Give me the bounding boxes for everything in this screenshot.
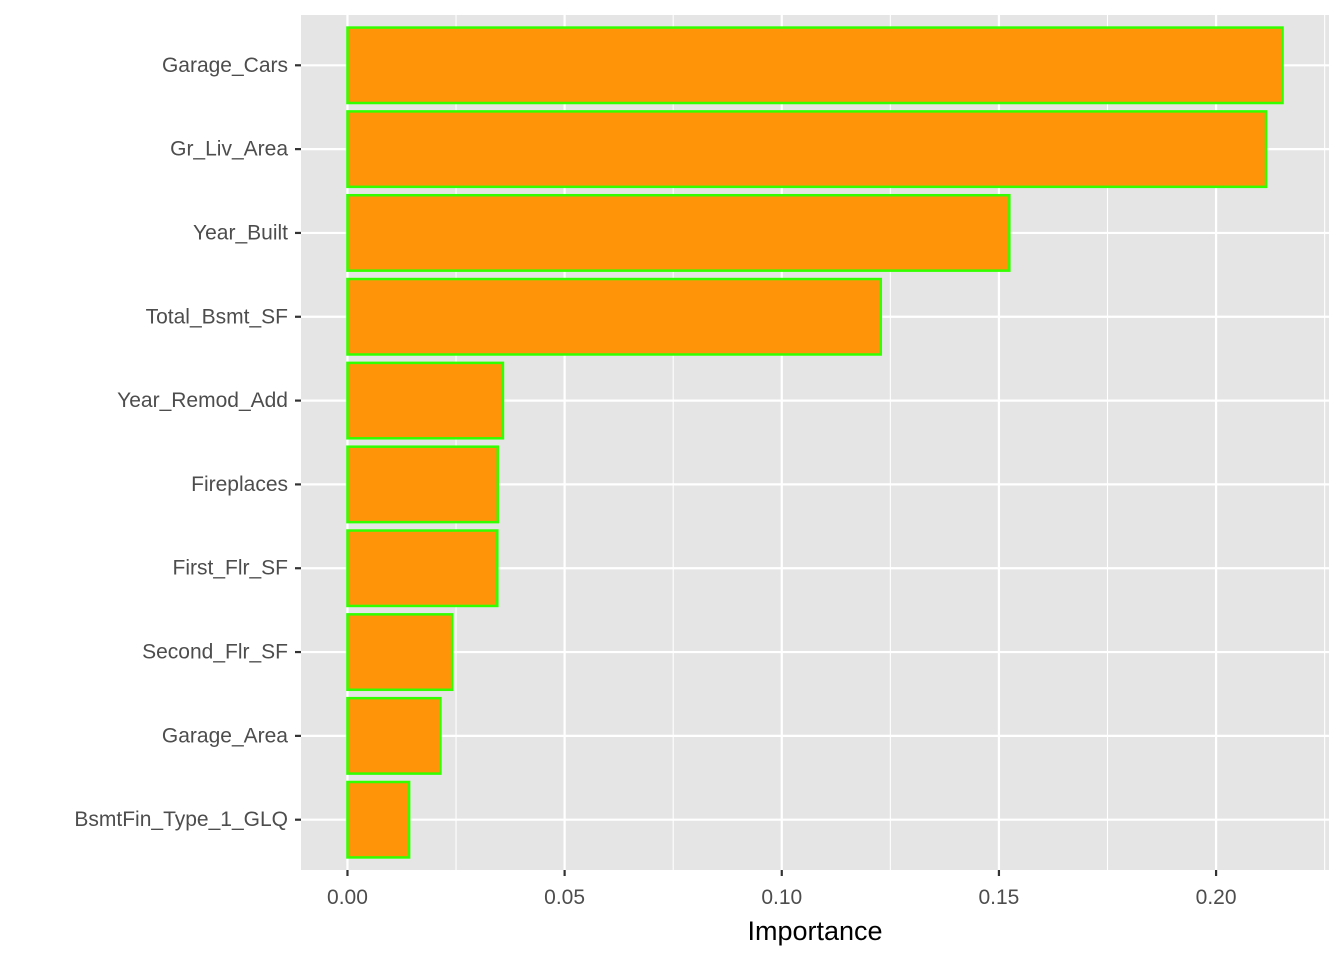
x-tick-label: 0.15 xyxy=(978,886,1019,909)
bar xyxy=(346,613,454,692)
bars xyxy=(346,26,1284,859)
y-tick-label: Year_Remod_Add xyxy=(117,389,288,412)
bar xyxy=(346,445,499,524)
bar xyxy=(346,26,1284,105)
y-tick-label: Garage_Cars xyxy=(162,54,288,77)
y-tick-label: First_Flr_SF xyxy=(173,557,289,580)
y-tick-label: Fireplaces xyxy=(191,473,288,496)
y-axis: Garage_Cars Gr_Liv_Area Year_Built Total_Bs… xyxy=(74,54,301,831)
x-tick-label: 0.20 xyxy=(1196,886,1237,909)
bar xyxy=(346,277,883,356)
bar xyxy=(346,780,411,859)
bar xyxy=(346,110,1268,189)
y-tick-label: Total_Bsmt_SF xyxy=(146,305,288,328)
y-tick-label: Year_Built xyxy=(193,221,288,244)
y-tick-label: Second_Flr_SF xyxy=(142,641,288,664)
bar xyxy=(346,529,499,608)
bar xyxy=(346,361,505,440)
y-tick-label: BsmtFin_Type_1_GLQ xyxy=(74,808,288,831)
y-tick-label: Gr_Liv_Area xyxy=(170,138,288,161)
bar xyxy=(346,696,442,775)
x-tick-label: 0.00 xyxy=(327,886,368,909)
y-tick-label: Garage_Area xyxy=(162,724,288,747)
x-tick-label: 0.05 xyxy=(544,886,585,909)
x-tick-label: 0.10 xyxy=(761,886,802,909)
x-axis: 0.00 0.05 0.10 0.15 0.20 xyxy=(327,870,1237,909)
x-axis-title: Importance xyxy=(747,916,882,946)
bar xyxy=(346,193,1011,272)
